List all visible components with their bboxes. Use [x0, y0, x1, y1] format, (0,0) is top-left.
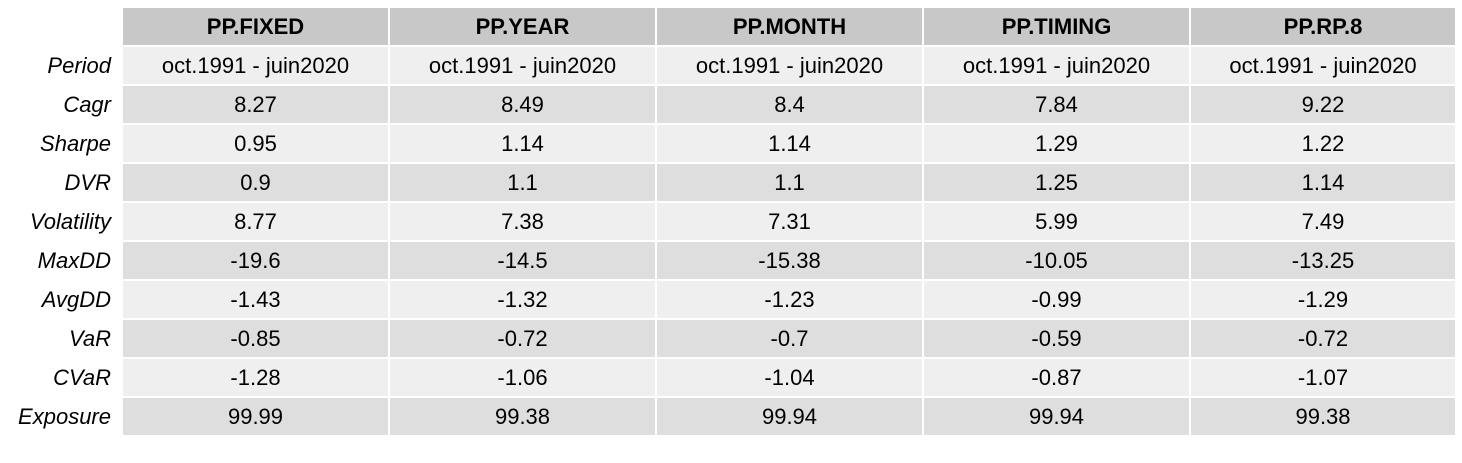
table-cell: 7.31	[657, 203, 924, 242]
row-label: DVR	[0, 164, 123, 203]
table-row: Exposure 99.99 99.38 99.94 99.94 99.38	[0, 398, 1457, 437]
table-row: VaR -0.85 -0.72 -0.7 -0.59 -0.72	[0, 320, 1457, 359]
table-cell: 7.38	[390, 203, 657, 242]
table-cell: 1.1	[657, 164, 924, 203]
table-cell: -1.43	[123, 281, 390, 320]
table-cell: 1.14	[390, 125, 657, 164]
table-cell: -0.7	[657, 320, 924, 359]
row-label: Cagr	[0, 86, 123, 125]
table-row: AvgDD -1.43 -1.32 -1.23 -0.99 -1.29	[0, 281, 1457, 320]
table-row: Volatility 8.77 7.38 7.31 5.99 7.49	[0, 203, 1457, 242]
table-cell: 99.99	[123, 398, 390, 437]
performance-stats-table: PP.FIXED PP.YEAR PP.MONTH PP.TIMING PP.R…	[0, 8, 1457, 437]
table-row: MaxDD -19.6 -14.5 -15.38 -10.05 -13.25	[0, 242, 1457, 281]
table-cell: oct.1991 - juin2020	[657, 47, 924, 86]
table-cell: -13.25	[1191, 242, 1457, 281]
table-cell: -1.07	[1191, 359, 1457, 398]
table-cell: -0.99	[924, 281, 1191, 320]
table-cell: -0.72	[390, 320, 657, 359]
header-row: PP.FIXED PP.YEAR PP.MONTH PP.TIMING PP.R…	[0, 8, 1457, 47]
table-row: Cagr 8.27 8.49 8.4 7.84 9.22	[0, 86, 1457, 125]
table-cell: -19.6	[123, 242, 390, 281]
table-cell: -0.87	[924, 359, 1191, 398]
table-cell: 1.1	[390, 164, 657, 203]
table-body: Period oct.1991 - juin2020 oct.1991 - juin…	[0, 47, 1457, 437]
table-cell: -0.72	[1191, 320, 1457, 359]
table-cell: oct.1991 - juin2020	[924, 47, 1191, 86]
row-label: Volatility	[0, 203, 123, 242]
table-cell: -10.05	[924, 242, 1191, 281]
row-label: MaxDD	[0, 242, 123, 281]
table-cell: 0.95	[123, 125, 390, 164]
table-cell: oct.1991 - juin2020	[123, 47, 390, 86]
table-cell: 8.27	[123, 86, 390, 125]
table-cell: 1.29	[924, 125, 1191, 164]
table-cell: 8.49	[390, 86, 657, 125]
table-cell: -1.06	[390, 359, 657, 398]
table-cell: 99.94	[657, 398, 924, 437]
row-label: Period	[0, 47, 123, 86]
table-cell: -1.28	[123, 359, 390, 398]
table-cell: 99.38	[1191, 398, 1457, 437]
table-cell: -14.5	[390, 242, 657, 281]
table-cell: 99.38	[390, 398, 657, 437]
table-cell: 8.4	[657, 86, 924, 125]
table-cell: -15.38	[657, 242, 924, 281]
table-cell: -0.59	[924, 320, 1191, 359]
table-cell: 1.22	[1191, 125, 1457, 164]
row-label: Exposure	[0, 398, 123, 437]
table-cell: oct.1991 - juin2020	[390, 47, 657, 86]
table-cell: -1.04	[657, 359, 924, 398]
column-header: PP.MONTH	[657, 8, 924, 47]
table-cell: -0.85	[123, 320, 390, 359]
table-cell: 99.94	[924, 398, 1191, 437]
table-row: Sharpe 0.95 1.14 1.14 1.29 1.22	[0, 125, 1457, 164]
table-cell: 0.9	[123, 164, 390, 203]
table-row: DVR 0.9 1.1 1.1 1.25 1.14	[0, 164, 1457, 203]
row-label: VaR	[0, 320, 123, 359]
table-cell: -1.23	[657, 281, 924, 320]
table-cell: oct.1991 - juin2020	[1191, 47, 1457, 86]
table-cell: 5.99	[924, 203, 1191, 242]
row-label: Sharpe	[0, 125, 123, 164]
column-header: PP.TIMING	[924, 8, 1191, 47]
table-cell: -1.29	[1191, 281, 1457, 320]
table-row: CVaR -1.28 -1.06 -1.04 -0.87 -1.07	[0, 359, 1457, 398]
corner-cell	[0, 8, 123, 47]
column-header: PP.YEAR	[390, 8, 657, 47]
table-cell: 7.49	[1191, 203, 1457, 242]
table-cell: 1.14	[657, 125, 924, 164]
column-header: PP.FIXED	[123, 8, 390, 47]
table-cell: 1.25	[924, 164, 1191, 203]
table-cell: -1.32	[390, 281, 657, 320]
table-row: Period oct.1991 - juin2020 oct.1991 - juin…	[0, 47, 1457, 86]
table-cell: 1.14	[1191, 164, 1457, 203]
table-cell: 9.22	[1191, 86, 1457, 125]
row-label: CVaR	[0, 359, 123, 398]
column-header: PP.RP.8	[1191, 8, 1457, 47]
row-label: AvgDD	[0, 281, 123, 320]
table-cell: 7.84	[924, 86, 1191, 125]
table-cell: 8.77	[123, 203, 390, 242]
